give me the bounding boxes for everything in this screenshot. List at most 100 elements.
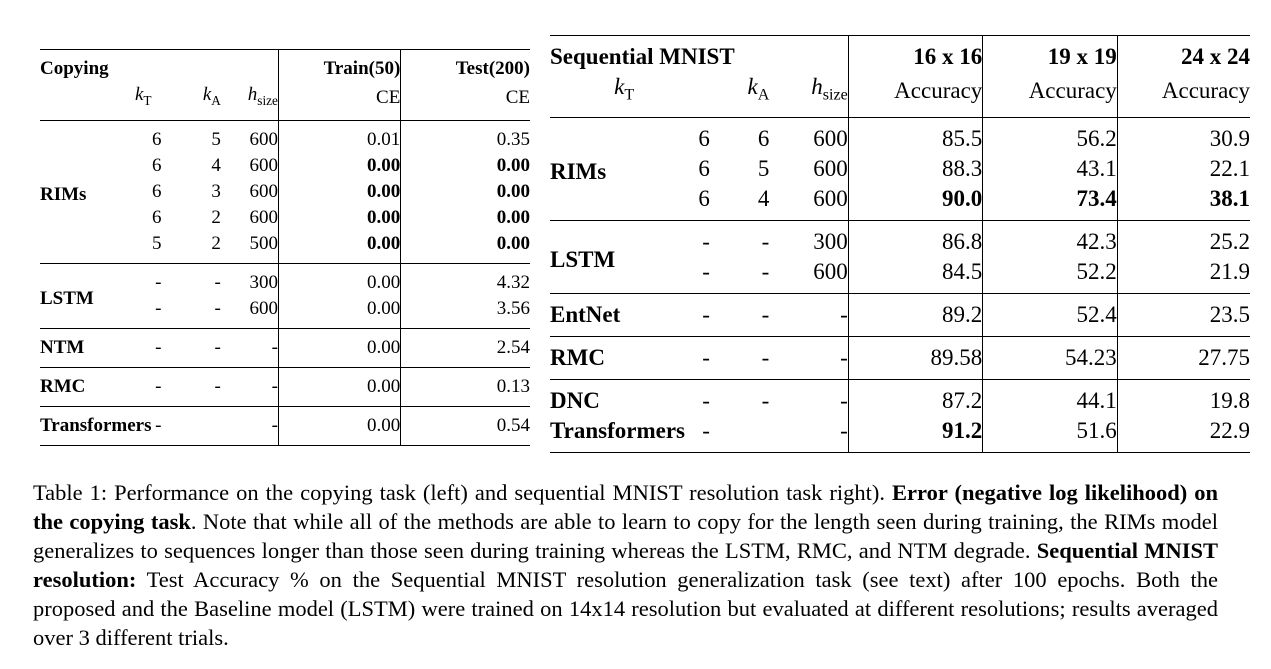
hsize-value: - [769, 292, 849, 337]
accuracy-value: 91.2 [847, 415, 983, 453]
right-header-row-2: kT kA hsize Accuracy Accuracy Accuracy [550, 72, 1250, 118]
table-row: NTM - - -0.00 2.54 [40, 327, 530, 368]
train-ce-value: 0.00 [277, 152, 401, 179]
hsize-value: 500 [249, 232, 278, 254]
accuracy-value: 27.75 [1116, 335, 1250, 380]
accuracy-value: 87.2 [847, 378, 983, 416]
metric-header-0: Accuracy [847, 72, 983, 118]
right-header-row-1: Sequential MNIST 16 x 16 19 x 19 24 x 24 [550, 35, 1250, 72]
ka-value: 5 [161, 119, 221, 153]
ka-value: - [709, 219, 770, 257]
table-row: LSTM - -300 0.00 4.32 [40, 262, 530, 329]
table-row: 5 2 500 0.00 0.00 [40, 230, 530, 264]
left-table-title: Copying [40, 58, 109, 79]
res-header-0: 16 x 16 [847, 35, 983, 72]
hsize-value: 300 [220, 262, 279, 296]
train-ce-value: 0.00 [277, 262, 401, 296]
table-row: RMC - - -0.00 0.13 [40, 366, 530, 407]
accuracy-value: 51.6 [982, 415, 1118, 453]
train-metric: CE [277, 82, 401, 121]
test-ce-value: 2.54 [400, 327, 530, 368]
kt-value: - [702, 258, 710, 284]
hsize-value: - [220, 327, 279, 368]
ka-value: - [161, 262, 221, 296]
hsize-value: 600 [220, 119, 279, 153]
kt-value: 6 [152, 206, 162, 228]
caption-bold-1: Error (negative log likelihood) on the c… [33, 480, 1218, 534]
method-name: EntNet [550, 292, 699, 337]
res-header-2: 24 x 24 [1116, 35, 1250, 72]
test-ce-value: 0.54 [400, 405, 530, 446]
test-ce-value: 0.00 [400, 152, 530, 179]
test-ce-value: 0.13 [400, 366, 530, 407]
kt-header: kT [614, 74, 635, 104]
table-row: Transformers - -91.2 51.6 22.9 [550, 415, 1250, 453]
test-ce-value: 3.56 [400, 295, 530, 329]
hsize-value: - [840, 417, 848, 443]
method-name: RMC [40, 366, 152, 407]
hsize-value: 600 [813, 185, 848, 211]
accuracy-value: 52.2 [982, 256, 1118, 294]
accuracy-value: 84.5 [847, 256, 983, 294]
method-name: RMC [550, 335, 699, 380]
method-name: RIMs [40, 119, 152, 264]
table-row: - - 600 0.00 3.56 [40, 295, 530, 329]
table-row: - - 600 84.5 52.2 21.9 [550, 256, 1250, 294]
accuracy-value: 90.0 [847, 183, 983, 221]
ka-value: 6 [709, 116, 770, 154]
train-ce-value: 0.00 [277, 295, 401, 329]
kt-value: - [698, 378, 710, 416]
table-row: RIMs 6 6 600 85.5 56.2 30.9 [550, 116, 1250, 221]
method-name: LSTM [550, 219, 699, 294]
hsize-value: 600 [769, 116, 849, 154]
accuracy-value: 21.9 [1116, 256, 1250, 294]
accuracy-value: 22.1 [1116, 153, 1250, 184]
hsize-value: - [769, 378, 849, 416]
hsize-value: - [769, 335, 849, 380]
hsize-value: 300 [769, 219, 849, 257]
ka-value: 3 [211, 180, 221, 202]
kt-value: - [698, 219, 710, 257]
train-ce-value: 0.00 [277, 230, 401, 264]
accuracy-value: 89.58 [847, 335, 983, 380]
hsize-value: - [220, 366, 279, 407]
kt-value: 5 [152, 232, 162, 254]
ka-header: kA [202, 84, 221, 108]
test-metric: CE [400, 82, 530, 121]
kt-value: 6 [698, 185, 710, 211]
left-header-row-1: Copying Train(50) Test(200) [40, 49, 530, 82]
method-name: Transformers [550, 417, 685, 443]
ka-value: 4 [211, 154, 221, 176]
ka-value: - [709, 292, 770, 337]
kt-value: 6 [151, 119, 162, 153]
kt-value: - [151, 262, 162, 296]
accuracy-value: 43.1 [982, 153, 1118, 184]
caption-text-2: . Note that while all of the methods are… [33, 509, 1218, 563]
ka-value [710, 416, 769, 453]
kt-value: 6 [152, 180, 162, 202]
test-ce-value: 0.00 [400, 178, 530, 205]
metric-header-1: Accuracy [982, 72, 1118, 118]
right-table-title: Sequential MNIST [550, 44, 735, 69]
train-ce-value: 0.00 [277, 327, 401, 368]
copying-results-table: Copying Train(50) Test(200) kT kA hsize … [40, 49, 530, 446]
train-ce-value: 0.00 [277, 405, 401, 446]
hsize-value: 600 [249, 154, 278, 176]
hsize-value: 600 [813, 258, 848, 284]
hsize-header: hsize [247, 84, 278, 108]
ka-value: 2 [211, 232, 221, 254]
table-row: Transformers - -0.00 0.54 [40, 405, 530, 446]
hsize-value: 600 [249, 297, 278, 319]
method-name: NTM [40, 327, 152, 368]
kt-value: - [151, 405, 162, 446]
accuracy-value: 56.2 [982, 116, 1118, 154]
test-ce-value: 0.35 [400, 119, 530, 153]
caption-text-1: Table 1: Performance on the copying task… [33, 480, 893, 505]
table-row: 6 2 600 0.00 0.00 [40, 204, 530, 231]
ka-value: - [214, 297, 221, 319]
accuracy-value: 88.3 [847, 153, 983, 184]
table-row: 6 4 600 90.0 73.4 38.1 [550, 183, 1250, 221]
ka-value [161, 405, 221, 446]
method-name: Transformers [40, 405, 152, 446]
ka-value: - [709, 335, 770, 380]
